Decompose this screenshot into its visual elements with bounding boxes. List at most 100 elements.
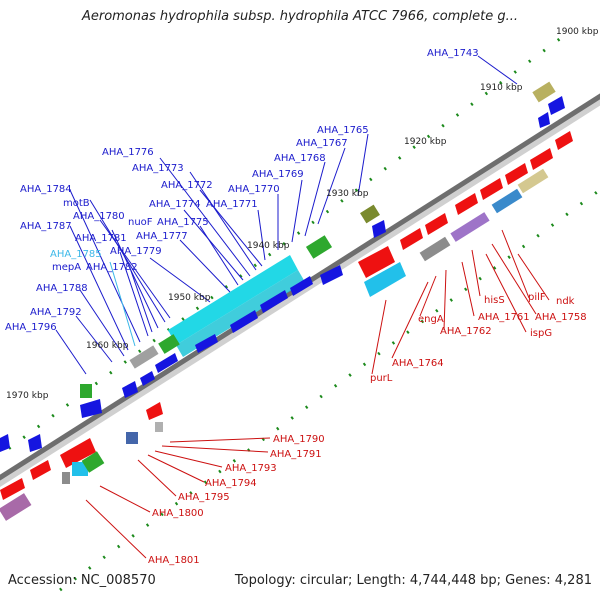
gene-label: AHA_1775 bbox=[157, 217, 209, 228]
forward-gene bbox=[195, 334, 218, 353]
tick-label: 1920 kbp bbox=[404, 137, 447, 147]
reverse-feature-track bbox=[0, 131, 573, 521]
reverse-gene bbox=[455, 193, 478, 215]
forward-gene bbox=[0, 434, 10, 452]
tick-label: 1940 kbp bbox=[247, 241, 290, 251]
reverse-gene bbox=[146, 402, 163, 420]
forward-gene bbox=[122, 381, 138, 398]
label-leader-lines bbox=[55, 55, 550, 559]
gene-label: AHA_1800 bbox=[152, 508, 204, 519]
green-feature bbox=[80, 384, 92, 398]
grey-feature bbox=[155, 422, 163, 432]
gene-label: AHA_1779 bbox=[110, 246, 162, 257]
gene-label: pilF bbox=[528, 292, 546, 303]
forward-gene-labels: AHA_1743 AHA_1765 AHA_1767 AHA_1768 AHA_… bbox=[5, 48, 479, 333]
reverse-gene bbox=[530, 148, 553, 170]
gene-label: ndk bbox=[556, 296, 575, 307]
cyan-feature-block bbox=[364, 262, 406, 297]
reverse-gene bbox=[425, 213, 448, 235]
cyan-feature-block bbox=[168, 255, 298, 345]
gene-label: AHA_1769 bbox=[252, 169, 304, 180]
blue-feature bbox=[126, 432, 138, 444]
scale-ticks: 1900 kbp 1910 kbp 1920 kbp 1930 kbp 1940… bbox=[6, 27, 599, 401]
tick-label: 1950 kbp bbox=[168, 293, 211, 303]
gene-label: purL bbox=[370, 373, 393, 384]
gene-label: AHA_1758 bbox=[535, 312, 587, 323]
olive-feature bbox=[360, 204, 380, 224]
gene-label: ispG bbox=[530, 328, 552, 339]
cyan-feature-block bbox=[176, 270, 305, 357]
forward-gene bbox=[548, 96, 565, 115]
forward-gene bbox=[260, 290, 288, 313]
green-feature bbox=[81, 451, 105, 473]
green-feature bbox=[305, 235, 333, 259]
gene-label: AHA_1776 bbox=[102, 147, 154, 158]
multi-feature bbox=[491, 188, 523, 214]
olive-feature bbox=[532, 81, 556, 103]
gene-label: AHA_1761 bbox=[478, 312, 530, 323]
gene-label: AHA_1795 bbox=[178, 492, 230, 503]
gene-label: hisS bbox=[484, 295, 505, 306]
gene-label: AHA_1781 bbox=[75, 233, 127, 244]
reverse-gene bbox=[555, 131, 573, 150]
reverse-gene bbox=[400, 228, 423, 250]
forward-gene bbox=[290, 276, 313, 296]
gene-label: AHA_1784 bbox=[20, 184, 72, 195]
multi-feature bbox=[0, 493, 32, 521]
green-feature bbox=[158, 334, 180, 354]
multi-feature bbox=[517, 168, 549, 194]
forward-gene bbox=[230, 310, 258, 333]
gene-label: AHA_1767 bbox=[296, 138, 348, 149]
gene-label: AHA_1801 bbox=[148, 555, 200, 566]
gene-label: AHA_1790 bbox=[273, 434, 325, 445]
reverse-gene bbox=[60, 438, 96, 468]
map-title: Aeromonas hydrophila subsp. hydrophila A… bbox=[81, 9, 519, 24]
gene-label: AHA_1787 bbox=[20, 221, 72, 232]
gene-label: AHA_1772 bbox=[161, 180, 213, 191]
gene-label: AHA_1764 bbox=[392, 358, 444, 369]
gene-label: AHA_1782 bbox=[86, 262, 138, 273]
reverse-gene bbox=[0, 478, 25, 500]
gene-label: AHA_1792 bbox=[30, 307, 82, 318]
tick-label: 1960 kbp bbox=[86, 341, 129, 351]
gene-label: motB bbox=[63, 198, 90, 209]
forward-gene bbox=[140, 371, 155, 386]
gene-label: AHA_1765 bbox=[317, 125, 369, 136]
gene-label: AHA_1777 bbox=[136, 231, 188, 242]
gene-label: AHA_1743 bbox=[427, 48, 479, 59]
gene-label: AHA_1774 bbox=[149, 199, 201, 210]
genome-summary-text: Topology: circular; Length: 4,744,448 bp… bbox=[234, 573, 592, 588]
tick-label: 1970 kbp bbox=[6, 391, 49, 401]
gene-label: AHA_1773 bbox=[132, 163, 184, 174]
gene-label: mepA bbox=[52, 262, 81, 273]
grey-feature bbox=[419, 236, 451, 262]
gene-label: AHA_1788 bbox=[36, 283, 88, 294]
reverse-gene-labels: ndk pilF AHA_1758 ispG hisS AHA_1761 AHA… bbox=[148, 292, 587, 566]
reverse-gene bbox=[480, 178, 503, 200]
gene-label: AHA_1771 bbox=[206, 199, 258, 210]
forward-gene bbox=[538, 112, 550, 128]
forward-gene bbox=[28, 434, 42, 452]
forward-feature-track bbox=[0, 81, 565, 452]
gene-label: AHA_1791 bbox=[270, 449, 322, 460]
multi-feature bbox=[450, 212, 490, 242]
gene-label: AHA_1770 bbox=[228, 184, 280, 195]
tick-label: 1930 kbp bbox=[326, 189, 369, 199]
red-feature-block bbox=[358, 246, 395, 278]
gene-label: engA bbox=[418, 314, 444, 325]
gene-label: AHA_1793 bbox=[225, 463, 277, 474]
accession-text: Accession: NC_008570 bbox=[8, 573, 156, 588]
forward-gene bbox=[372, 220, 386, 238]
gene-label: AHA_1785 bbox=[50, 249, 102, 260]
gene-label: AHA_1780 bbox=[73, 211, 125, 222]
gene-label: AHA_1768 bbox=[274, 153, 326, 164]
grey-feature bbox=[129, 345, 159, 369]
forward-gene bbox=[80, 399, 102, 418]
gene-label: AHA_1796 bbox=[5, 322, 57, 333]
reverse-gene bbox=[30, 460, 51, 480]
gene-label: AHA_1762 bbox=[440, 326, 492, 337]
gene-label: AHA_1794 bbox=[205, 478, 257, 489]
gene-label: nuoF bbox=[128, 217, 153, 228]
tick-label: 1900 kbp bbox=[556, 27, 599, 37]
